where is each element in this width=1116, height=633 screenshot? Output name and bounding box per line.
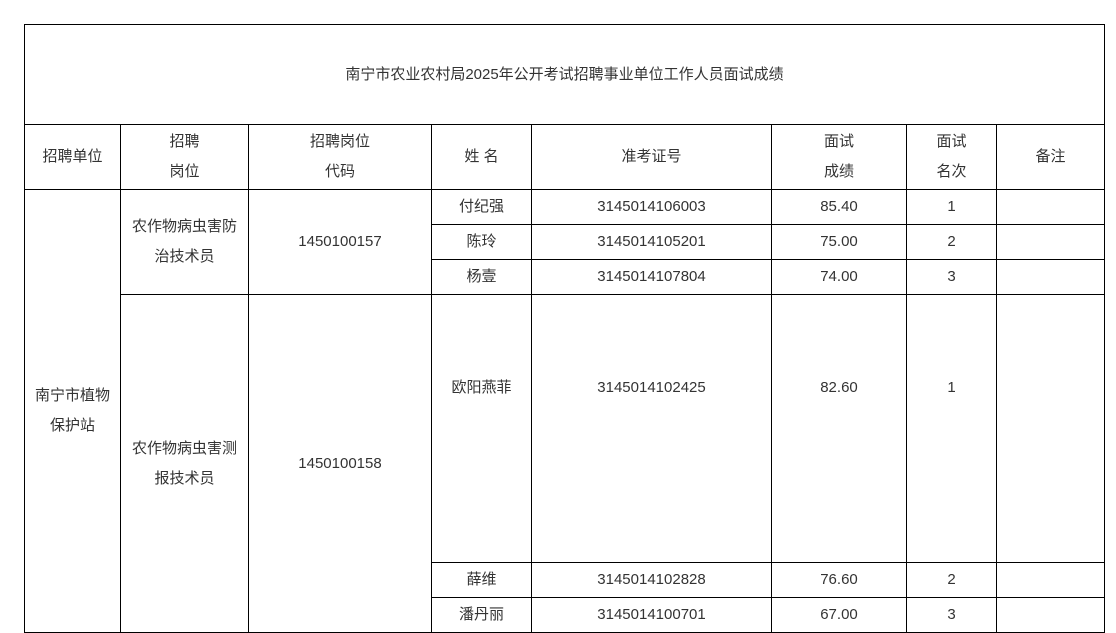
rank-cell: 3 bbox=[906, 597, 997, 633]
score-cell: 75.00 bbox=[771, 224, 907, 260]
rank-cell: 2 bbox=[906, 224, 997, 260]
header-post-line1: 招聘 bbox=[169, 133, 200, 150]
note-cell bbox=[996, 294, 1105, 563]
header-code-line1: 招聘岗位 bbox=[309, 133, 370, 150]
exam-no-cell: 3145014102828 bbox=[531, 562, 772, 598]
post-code-cell: 1450100158 bbox=[248, 294, 432, 633]
score-cell: 76.60 bbox=[771, 562, 907, 598]
post-line1: 农作物病虫害测 bbox=[131, 439, 237, 457]
score-cell: 82.60 bbox=[771, 294, 907, 563]
note-cell bbox=[996, 597, 1105, 633]
header-exam-no: 准考证号 bbox=[531, 124, 772, 190]
unit-cell: 南宁市植物 保护站 bbox=[24, 189, 121, 633]
table-row: 杨壹 3145014107804 74.00 3 bbox=[25, 259, 1105, 295]
post-cell: 农作物病虫害测 报技术员 bbox=[120, 294, 249, 633]
note-cell bbox=[996, 224, 1105, 260]
unit-line2: 保护站 bbox=[49, 417, 95, 434]
post-line1: 农作物病虫害防 bbox=[131, 218, 237, 235]
interview-results-table: 南宁市农业农村局2025年公开考试招聘事业单位工作人员面试成绩 招聘单位 招聘岗… bbox=[24, 24, 1105, 633]
header-code: 招聘岗位 代码 bbox=[248, 124, 432, 190]
score-cell: 74.00 bbox=[771, 259, 907, 295]
title-row: 南宁市农业农村局2025年公开考试招聘事业单位工作人员面试成绩 bbox=[24, 24, 1105, 125]
score-cell: 85.40 bbox=[771, 189, 907, 225]
header-code-line2: 代码 bbox=[324, 163, 355, 180]
rank-cell: 1 bbox=[906, 294, 997, 563]
name-cell: 潘丹丽 bbox=[431, 597, 532, 633]
note-cell bbox=[996, 259, 1105, 295]
header-rank-line1: 面试 bbox=[936, 133, 967, 150]
header-unit: 招聘单位 bbox=[24, 124, 121, 190]
exam-no-cell: 3145014106003 bbox=[531, 189, 772, 225]
header-score: 面试 成绩 bbox=[771, 124, 907, 190]
post-cell: 农作物病虫害防 治技术员 bbox=[120, 189, 249, 295]
note-cell bbox=[996, 562, 1105, 598]
name-cell: 欧阳燕菲 bbox=[431, 294, 532, 563]
table-row: 南宁市植物 保护站 农作物病虫害防 治技术员 1450100157 付纪强 3145… bbox=[24, 189, 1105, 633]
exam-no-cell: 3145014105201 bbox=[531, 224, 772, 260]
header-score-line2: 成绩 bbox=[823, 163, 854, 180]
header-rank-line2: 名次 bbox=[936, 163, 967, 180]
table-title: 南宁市农业农村局2025年公开考试招聘事业单位工作人员面试成绩 bbox=[24, 24, 1105, 125]
note-cell bbox=[996, 189, 1105, 225]
post-line2: 治技术员 bbox=[154, 248, 215, 265]
header-post: 招聘 岗位 bbox=[120, 124, 249, 190]
header-row: 招聘单位 招聘 岗位 招聘岗位 代码 姓 名 准考证号 面试 成绩 面试 名次 备注 bbox=[24, 124, 1105, 190]
header-score-line1: 面试 bbox=[823, 133, 854, 150]
table-row: 农作物病虫害测 报技术员 1450100158 欧阳燕菲 314501410242… bbox=[25, 294, 1105, 633]
rank-cell: 3 bbox=[906, 259, 997, 295]
post-code-cell: 1450100157 bbox=[248, 189, 432, 295]
score-cell: 67.00 bbox=[771, 597, 907, 633]
name-cell: 薛维 bbox=[431, 562, 532, 598]
header-name: 姓 名 bbox=[431, 124, 532, 190]
name-cell: 付纪强 bbox=[431, 189, 532, 225]
name-cell: 陈玲 bbox=[431, 224, 532, 260]
header-note: 备注 bbox=[996, 124, 1105, 190]
exam-no-cell: 3145014102425 bbox=[531, 294, 772, 563]
rank-cell: 2 bbox=[906, 562, 997, 598]
post-line2: 报技术员 bbox=[154, 469, 215, 487]
unit-line1: 南宁市植物 bbox=[34, 387, 110, 404]
exam-no-cell: 3145014100701 bbox=[531, 597, 772, 633]
table-row: 陈玲 3145014105201 75.00 2 bbox=[25, 224, 1105, 260]
header-rank: 面试 名次 bbox=[906, 124, 997, 190]
header-post-line2: 岗位 bbox=[169, 163, 200, 180]
name-cell: 杨壹 bbox=[431, 259, 532, 295]
rank-cell: 1 bbox=[906, 189, 997, 225]
exam-no-cell: 3145014107804 bbox=[531, 259, 772, 295]
